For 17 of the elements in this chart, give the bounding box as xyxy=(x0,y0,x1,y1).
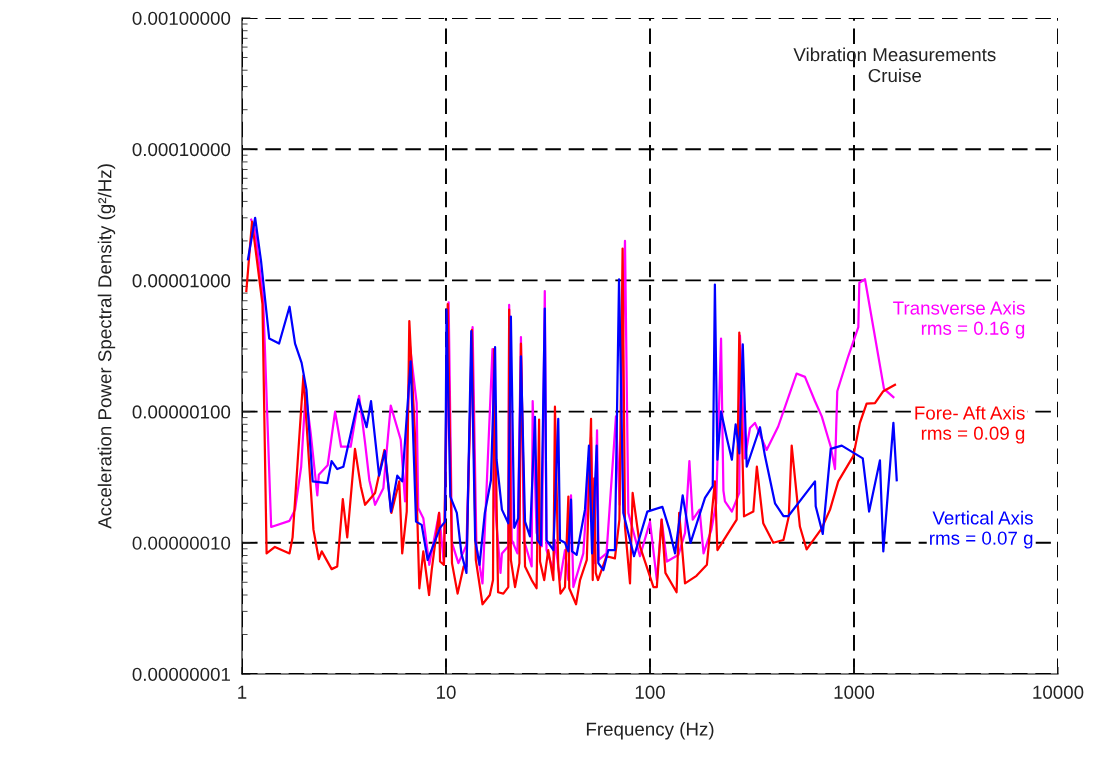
text: Vibration Measurements Cruise xyxy=(793,47,996,83)
y-tick-label: 0.00000001 xyxy=(132,667,230,681)
y-tick-label: 0.00000100 xyxy=(132,405,231,419)
series-label: Transverse Axis rms = 0.16 g xyxy=(893,300,1025,339)
x-axis-title: Frequency (Hz) xyxy=(586,722,714,740)
y-tick-label: 0.00000010 xyxy=(132,536,231,550)
x-tick-label: 10 xyxy=(437,685,456,699)
x-tick-label: 1000 xyxy=(834,685,875,699)
y-tick-label: 0.00100000 xyxy=(132,11,231,25)
text: Vertical Axis rms = 0.07 g xyxy=(930,510,1033,549)
y-axis-title: Acceleration Power Spectral Density (g²/Hz) xyxy=(97,164,116,529)
y-tick-label: 0.00001000 xyxy=(132,274,231,288)
series-label: Fore- Aft Axis rms = 0.09 g xyxy=(915,405,1025,444)
x-tick-label: 10000 xyxy=(1033,685,1084,699)
y-tick-label: 0.00010000 xyxy=(132,142,231,157)
x-tick-label: 100 xyxy=(635,685,665,699)
x-tick-label: 1 xyxy=(238,685,247,699)
